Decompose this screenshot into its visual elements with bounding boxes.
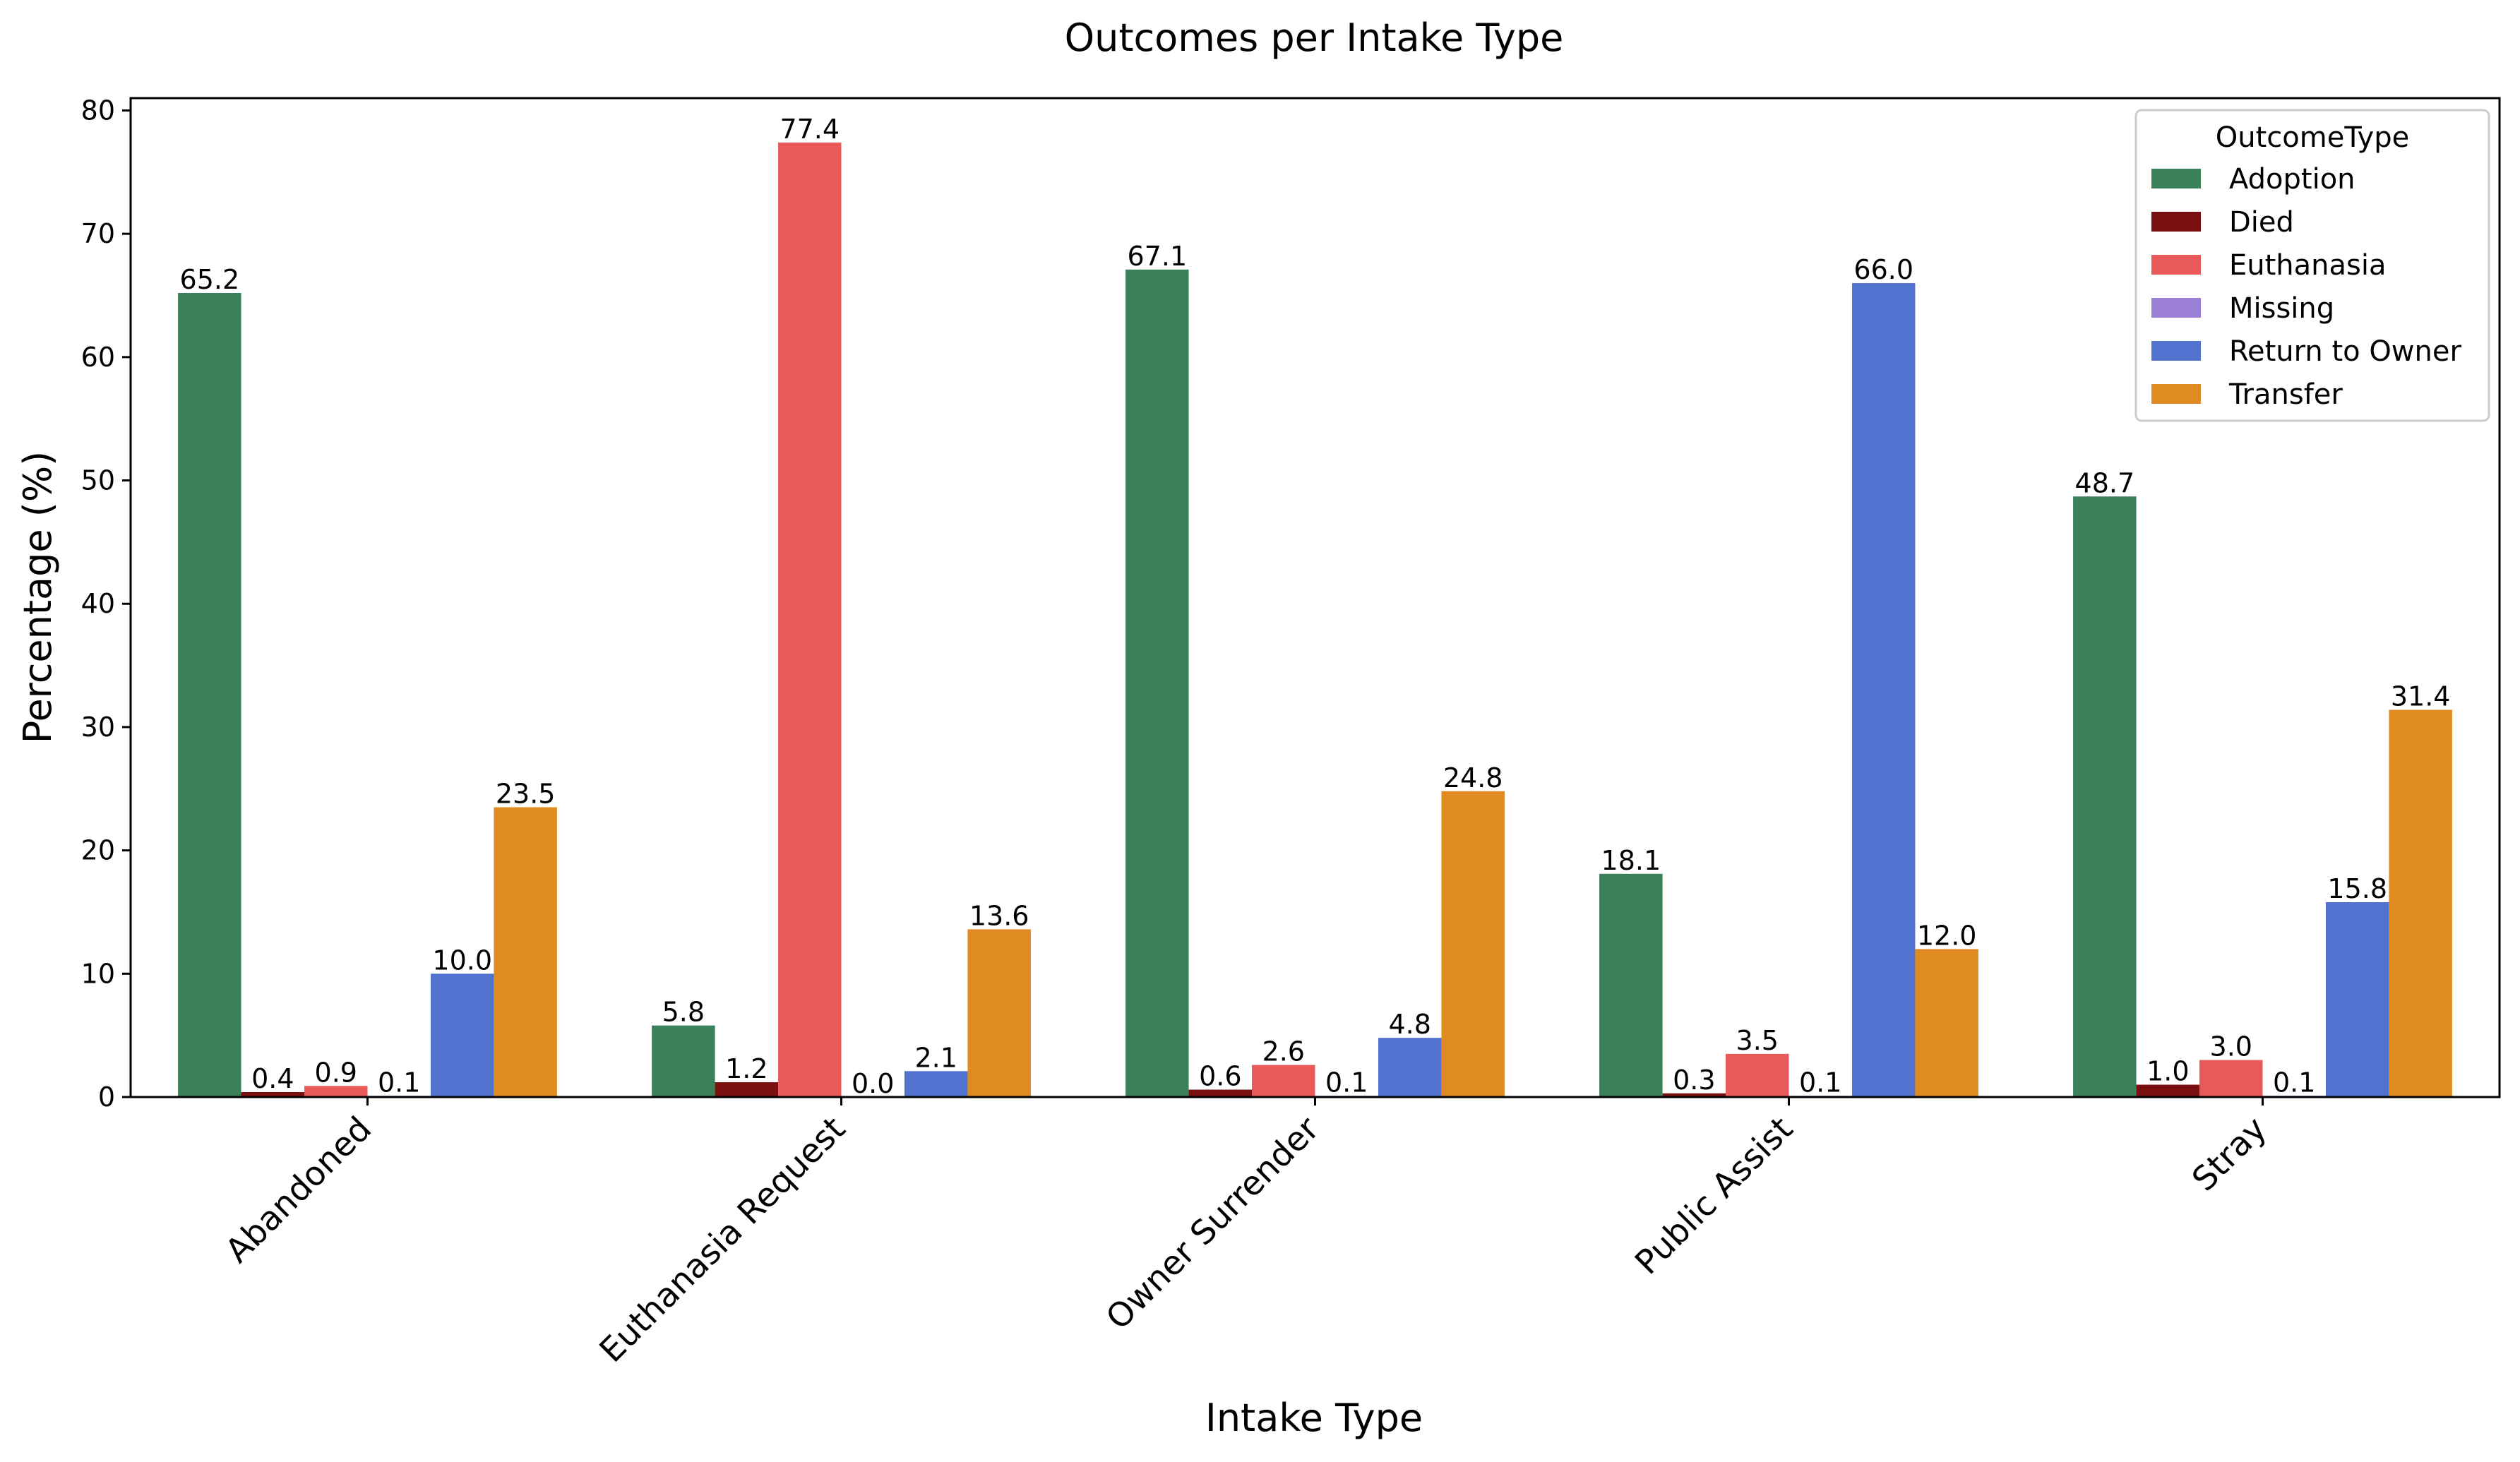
bar-value-label: 0.1: [1799, 1067, 1841, 1098]
bar-return-to-owner: [904, 1071, 968, 1097]
legend-swatch-adoption: [2151, 169, 2201, 188]
bar-value-label: 0.1: [2273, 1067, 2315, 1098]
legend-label: Euthanasia: [2229, 249, 2387, 282]
y-tick-label: 80: [81, 95, 115, 126]
bar-return-to-owner: [2325, 901, 2389, 1097]
bar-died: [2136, 1084, 2200, 1097]
y-tick-label: 0: [98, 1081, 115, 1113]
bar-euthanasia: [1252, 1065, 1315, 1097]
bar-value-label: 77.4: [780, 114, 840, 145]
bar-value-label: 4.8: [1388, 1009, 1431, 1040]
bar-value-label: 3.0: [2210, 1031, 2252, 1062]
y-tick-label: 60: [81, 342, 115, 373]
legend-swatch-transfer: [2151, 384, 2201, 404]
y-tick-label: 70: [81, 218, 115, 249]
legend-title: OutcomeType: [2216, 121, 2409, 154]
bar-value-label: 66.0: [1853, 254, 1913, 285]
bar-adoption: [178, 293, 241, 1098]
legend-label: Adoption: [2229, 163, 2355, 196]
bar-value-label: 1.2: [725, 1053, 768, 1084]
x-tick-label: Owner Surrender: [1099, 1109, 1327, 1337]
plot-area: 0 10 20 30 40 50 60 70 80 65.2 5.8 67.1 18.1 48.7 0.4 1…: [81, 95, 2452, 1370]
bar-value-label: 2.6: [1262, 1036, 1305, 1067]
legend-swatch-missing: [2151, 298, 2201, 318]
y-tick-label: 10: [81, 958, 115, 989]
legend-swatch-died: [2151, 212, 2201, 232]
bar-value-label: 67.1: [1128, 241, 1188, 272]
bar-transfer: [2389, 709, 2452, 1097]
legend-label: Return to Owner: [2229, 335, 2461, 368]
bar-died: [1188, 1089, 1253, 1097]
x-tick-label: Euthanasia Request: [592, 1110, 853, 1370]
bar-value-label: 15.8: [2327, 873, 2387, 904]
bar-transfer: [1915, 949, 1978, 1097]
legend: OutcomeType Adoption Died Euthanasia Missing…: [2134, 109, 2490, 422]
bar-died: [241, 1092, 305, 1097]
y-axis-label: Percentage (%): [16, 451, 60, 743]
legend-label: Missing: [2229, 292, 2334, 325]
legend-box: [2134, 109, 2490, 422]
bar-adoption: [1125, 269, 1189, 1097]
legend-label: Died: [2229, 206, 2294, 239]
legend-label: Transfer: [2228, 378, 2343, 411]
bar-value-label: 13.6: [969, 900, 1029, 931]
x-tick-label: Public Assist: [1628, 1110, 1801, 1283]
bar-return-to-owner: [1378, 1038, 1442, 1097]
bar-value-label: 48.7: [2075, 467, 2135, 498]
bar-return-to-owner: [1851, 283, 1916, 1097]
bar-euthanasia: [1726, 1053, 1789, 1097]
bar-transfer: [1441, 791, 1505, 1097]
bar-value-label: 0.9: [315, 1057, 357, 1088]
bar-value-label: 0.3: [1673, 1065, 1715, 1096]
bar-euthanasia: [304, 1086, 368, 1097]
bar-value-label: 10.0: [432, 945, 492, 976]
bar-transfer: [967, 929, 1031, 1097]
bar-value-label: 0.4: [251, 1063, 294, 1094]
bar-value-label: 0.1: [378, 1067, 420, 1098]
bar-value-label: 24.8: [1443, 762, 1503, 793]
bar-value-label: 3.5: [1736, 1025, 1779, 1056]
bar-value-label: 23.5: [496, 778, 556, 809]
bar-value-label: 0.6: [1199, 1061, 1241, 1092]
bar-value-label: 5.8: [662, 997, 705, 1028]
bar-value-label: 2.1: [914, 1042, 957, 1073]
y-tick-label: 20: [81, 835, 115, 866]
bar-adoption: [1599, 873, 1663, 1097]
bar-adoption: [652, 1025, 715, 1097]
bar-adoption: [2073, 496, 2137, 1097]
bar-value-label: 0.0: [852, 1068, 894, 1099]
y-tick-label: 30: [81, 712, 115, 743]
bar-transfer: [494, 807, 557, 1097]
bar-euthanasia: [2199, 1060, 2263, 1097]
x-tick-label: Stray: [2185, 1110, 2274, 1199]
bar-value-label: 31.4: [2391, 681, 2451, 712]
bar-return-to-owner: [430, 973, 494, 1097]
bar-euthanasia: [778, 142, 842, 1097]
y-tick-label: 50: [81, 465, 115, 496]
plot-frame: [129, 97, 2501, 1098]
bar-value-label: 65.2: [180, 264, 240, 295]
bar-value-label: 0.1: [1325, 1067, 1368, 1098]
legend-swatch-return-to-owner: [2151, 341, 2201, 361]
bar-died: [715, 1082, 779, 1097]
chart-title: Outcomes per Intake Type: [1065, 16, 1564, 60]
bar-value-label: 12.0: [1917, 920, 1977, 951]
bar-died: [1662, 1093, 1726, 1097]
y-tick-label: 40: [81, 588, 115, 619]
legend-swatch-euthanasia: [2151, 255, 2201, 275]
bar-value-label: 1.0: [2146, 1056, 2189, 1087]
x-axis-label: Intake Type: [1205, 1396, 1423, 1440]
bar-value-label: 18.1: [1601, 845, 1661, 876]
x-tick-label: Abandoned: [218, 1110, 379, 1271]
